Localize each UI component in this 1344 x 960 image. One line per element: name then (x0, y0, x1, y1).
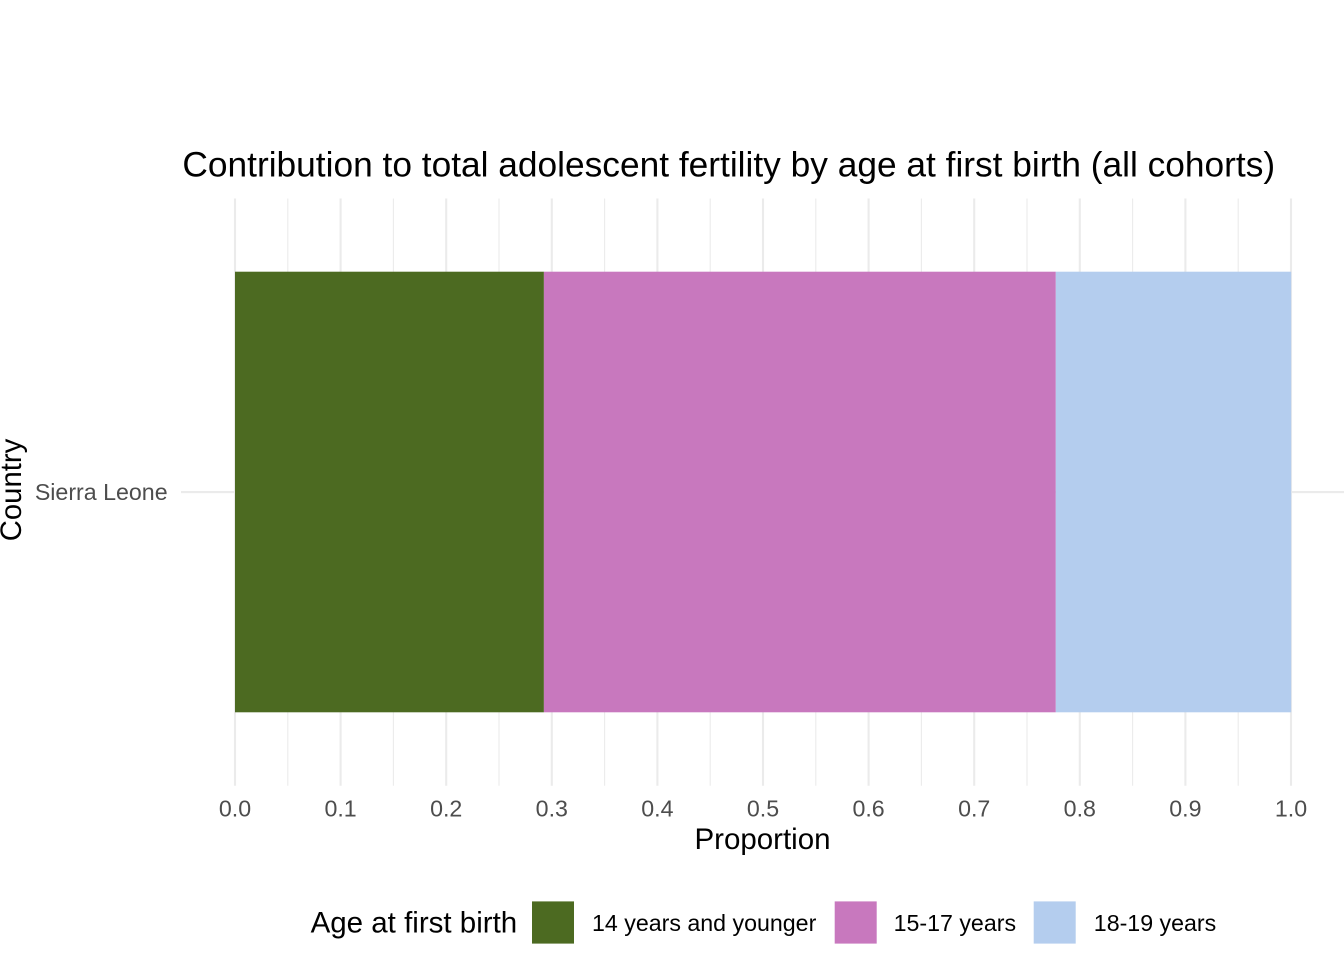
svg-text:18-19 years: 18-19 years (1094, 910, 1216, 936)
svg-text:0.5: 0.5 (747, 796, 779, 822)
svg-text:0.6: 0.6 (852, 796, 884, 822)
svg-text:0.3: 0.3 (536, 796, 568, 822)
svg-text:0.9: 0.9 (1169, 796, 1201, 822)
svg-text:0.1: 0.1 (324, 796, 356, 822)
svg-text:0.4: 0.4 (641, 796, 673, 822)
svg-text:Country: Country (0, 438, 28, 541)
svg-text:0.2: 0.2 (430, 796, 462, 822)
svg-text:0.0: 0.0 (219, 796, 251, 822)
svg-text:Proportion: Proportion (694, 823, 830, 856)
svg-text:Sierra Leone: Sierra Leone (35, 479, 168, 505)
svg-text:14 years and younger: 14 years and younger (592, 910, 817, 936)
svg-text:Contribution to total adolesce: Contribution to total adolescent fertili… (182, 145, 1275, 184)
svg-text:0.8: 0.8 (1064, 796, 1096, 822)
svg-text:0.7: 0.7 (958, 796, 990, 822)
svg-text:1.0: 1.0 (1275, 796, 1307, 822)
svg-text:15-17 years: 15-17 years (894, 910, 1016, 936)
svg-text:Age at first birth: Age at first birth (311, 906, 518, 939)
